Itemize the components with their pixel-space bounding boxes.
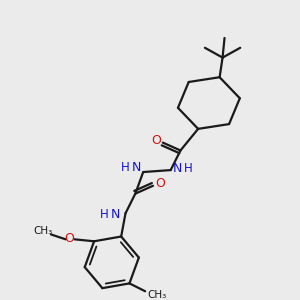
Text: CH₃: CH₃ (34, 226, 53, 236)
Text: H: H (121, 160, 130, 174)
Text: CH₃: CH₃ (147, 290, 167, 300)
Text: N: N (132, 160, 141, 174)
Text: O: O (155, 177, 165, 190)
Text: O: O (64, 232, 74, 245)
Text: N: N (111, 208, 120, 221)
Text: H: H (184, 162, 193, 175)
Text: H: H (100, 208, 108, 221)
Text: N: N (173, 162, 182, 175)
Text: O: O (151, 134, 161, 147)
